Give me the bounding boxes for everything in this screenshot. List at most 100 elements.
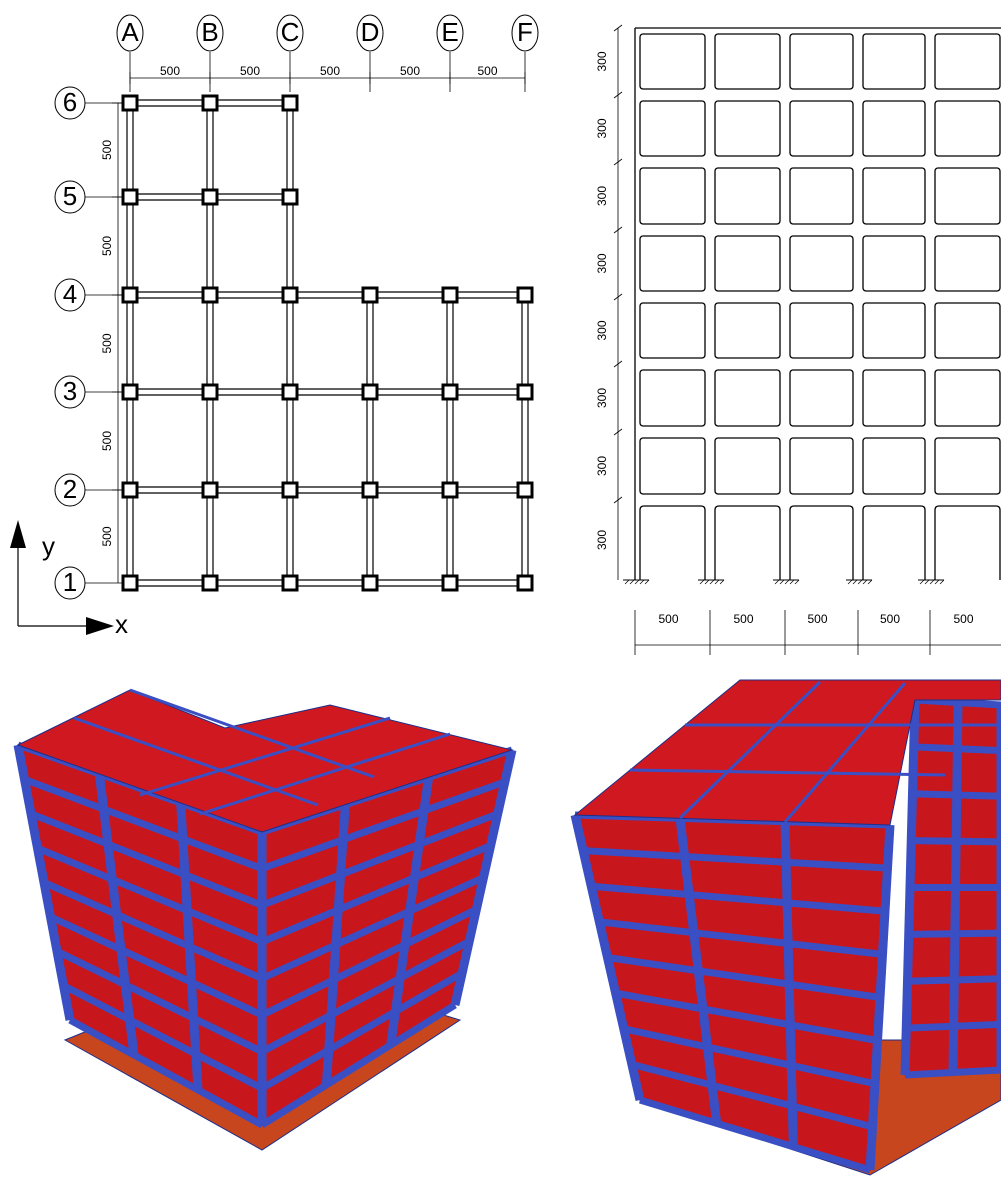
frame-panel: [640, 438, 705, 494]
support-hatch: [635, 580, 639, 584]
row-label: 3: [63, 376, 77, 406]
dimension: 300: [595, 51, 609, 71]
dimension: 500: [477, 64, 497, 78]
column: [283, 190, 297, 204]
column: [123, 288, 137, 302]
frame-panel: [790, 34, 853, 89]
frame-panel: [863, 303, 925, 358]
dimension: 300: [595, 320, 609, 340]
support-hatch: [935, 580, 939, 584]
frame-panel: [863, 370, 925, 426]
frame-panel: [640, 370, 705, 426]
column: [953, 703, 958, 1073]
column: [123, 385, 137, 399]
dimension: 500: [100, 333, 114, 353]
frame-panel: [935, 34, 1000, 89]
dimension: 300: [595, 530, 609, 550]
support-hatch: [640, 580, 644, 584]
frame-panel: [715, 303, 780, 358]
axis-label: x: [115, 609, 128, 639]
row-label: 4: [63, 279, 77, 309]
row-label: 1: [63, 567, 77, 597]
dimension: 500: [733, 612, 753, 626]
column: [203, 96, 217, 110]
column: [203, 288, 217, 302]
column: [123, 96, 137, 110]
support-hatch: [625, 580, 629, 584]
column: [518, 288, 532, 302]
support-hatch: [848, 580, 852, 584]
support-hatch: [710, 580, 714, 584]
frame-panel: [863, 168, 925, 224]
page: ABCDEF6543215005005005005005005005005005…: [0, 0, 1001, 1187]
frame-panel: [715, 168, 780, 224]
column-label: D: [361, 17, 380, 47]
dimension: 500: [100, 236, 114, 256]
column-label: F: [517, 17, 533, 47]
column: [123, 483, 137, 497]
column: [518, 576, 532, 590]
column: [283, 288, 297, 302]
frame-panel: [935, 438, 1000, 494]
dimension: 300: [595, 253, 609, 273]
column: [283, 576, 297, 590]
frame-panel: [640, 34, 705, 89]
frame-panel: [863, 438, 925, 494]
support-hatch: [925, 580, 929, 584]
dimension: 500: [880, 612, 900, 626]
arrow: [10, 520, 26, 548]
frame-panel: [640, 236, 705, 291]
frame-panel: [790, 506, 853, 580]
frame-panel: [790, 236, 853, 291]
frame-panel: [863, 236, 925, 291]
column: [283, 483, 297, 497]
column: [443, 483, 457, 497]
dimension: 500: [807, 612, 827, 626]
dimension: 500: [953, 612, 973, 626]
column: [443, 288, 457, 302]
frame-panel: [715, 101, 780, 156]
support-hatch: [858, 580, 862, 584]
frame-panel: [640, 506, 705, 580]
frame-panel: [715, 370, 780, 426]
column: [363, 385, 377, 399]
column: [443, 576, 457, 590]
column-label: A: [121, 17, 139, 47]
column: [363, 288, 377, 302]
row-label: 6: [63, 87, 77, 117]
column: [443, 385, 457, 399]
support-hatch: [863, 580, 867, 584]
column: [203, 483, 217, 497]
frame-panel: [935, 303, 1000, 358]
frame-panel: [640, 168, 705, 224]
dimension: 500: [100, 431, 114, 451]
column: [203, 190, 217, 204]
frame-panel: [715, 34, 780, 89]
support-hatch: [720, 580, 724, 584]
dimension: 500: [400, 64, 420, 78]
support-hatch: [785, 580, 789, 584]
frame-panel: [863, 506, 925, 580]
column: [123, 576, 137, 590]
support-hatch: [780, 580, 784, 584]
frame-panel: [935, 168, 1000, 224]
dimension: 500: [160, 64, 180, 78]
frame-panel: [715, 438, 780, 494]
frame-panel: [790, 168, 853, 224]
frame-panel: [790, 370, 853, 426]
support-hatch: [630, 580, 634, 584]
support-hatch: [715, 580, 719, 584]
column: [203, 385, 217, 399]
frame-panel: [715, 506, 780, 580]
column: [283, 96, 297, 110]
frame-panel: [935, 506, 1000, 580]
column: [363, 483, 377, 497]
frame-panel: [790, 101, 853, 156]
arrow: [86, 617, 114, 635]
support-hatch: [795, 580, 799, 584]
frame-panel: [790, 438, 853, 494]
support-hatch: [868, 580, 872, 584]
dimension: 300: [595, 118, 609, 138]
column: [363, 576, 377, 590]
frame-panel: [863, 34, 925, 89]
